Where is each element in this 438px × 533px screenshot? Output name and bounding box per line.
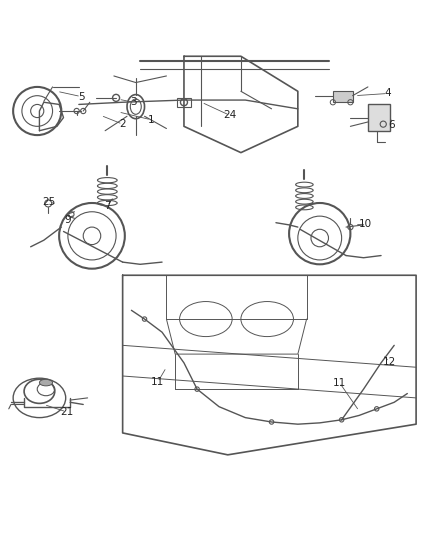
Text: 1: 1 — [148, 115, 155, 125]
Ellipse shape — [39, 379, 53, 386]
Text: 2: 2 — [119, 119, 126, 129]
FancyBboxPatch shape — [368, 104, 390, 131]
Text: 25: 25 — [42, 197, 56, 207]
Text: 3: 3 — [130, 97, 137, 107]
Text: 10: 10 — [359, 219, 372, 229]
Text: 21: 21 — [60, 407, 73, 417]
Text: 11: 11 — [333, 377, 346, 387]
Text: 5: 5 — [78, 92, 85, 102]
Text: 11: 11 — [151, 377, 164, 387]
Text: 9: 9 — [64, 215, 71, 224]
Text: 7: 7 — [104, 201, 111, 211]
Text: 24: 24 — [223, 110, 237, 120]
FancyBboxPatch shape — [333, 91, 353, 102]
Text: 4: 4 — [384, 88, 391, 99]
Text: 12: 12 — [382, 357, 396, 367]
Text: 6: 6 — [389, 119, 396, 130]
